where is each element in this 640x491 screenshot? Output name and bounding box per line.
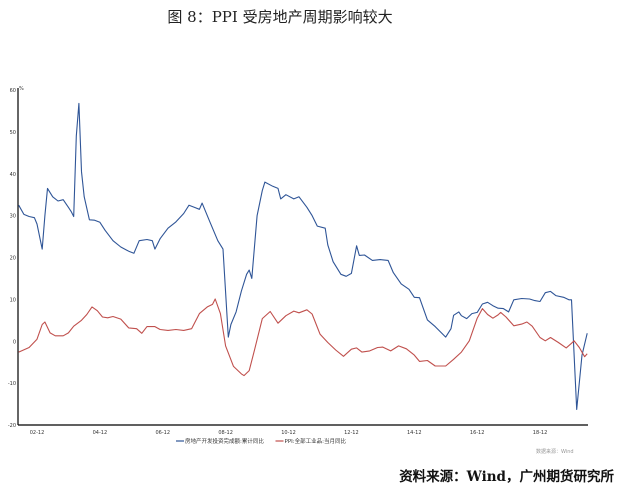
series-lines [18,102,588,411]
wind-source-note: 数据来源：Wind [536,449,574,455]
x-tick-label: 14-12 [407,430,422,436]
series-line-2 [18,298,588,377]
y-tick-label: 60 [10,88,16,94]
y-tick-label: -10 [8,381,16,387]
series-line-1 [18,102,588,411]
x-tick-label: 04-12 [93,430,108,436]
y-tick-label: 20 [10,256,16,262]
y-axis-unit: % [19,86,24,92]
y-tick-label: -20 [8,423,16,429]
x-tick-label: 02-12 [30,430,45,436]
source-note: 资料来源：Wind，广州期货研究所 [399,469,614,485]
y-tick-label: 0 [13,339,16,345]
y-tick-label: 10 [10,297,16,303]
y-tick-label: 30 [10,214,16,220]
y-tick-label: 40 [10,172,16,178]
x-tick-label: 06-12 [155,430,170,436]
chart-title: 图 8：PPI 受房地产周期影响较大 [167,8,393,26]
x-tick-label: 10-12 [281,430,296,436]
legend-label-2: PPI:全部工业品:当月同比 [285,437,347,445]
y-tick-label: 50 [10,130,16,136]
x-tick-label: 12-12 [344,430,359,436]
x-tick-label: 16-12 [470,430,485,436]
legend: 房地产开发投资完成额:累计同比 PPI:全部工业品:当月同比 [176,437,346,445]
legend-label-1: 房地产开发投资完成额:累计同比 [185,437,264,445]
axes: %60 50 40 30 20 10 0 -10 -20 02-12 04-12 06-12 08-12… [8,86,588,436]
x-tick-label: 08-12 [218,430,233,436]
x-tick-label: 18-12 [533,430,548,436]
